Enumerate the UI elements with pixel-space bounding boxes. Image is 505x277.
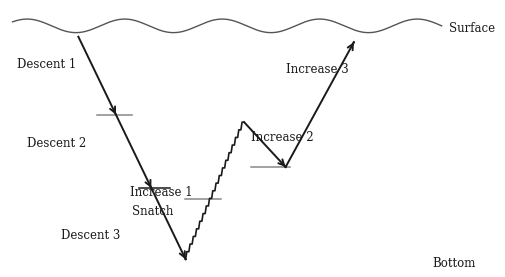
- Text: Descent 2: Descent 2: [27, 137, 86, 150]
- Text: Bottom: Bottom: [431, 257, 474, 270]
- Text: Descent 3: Descent 3: [61, 229, 120, 242]
- Text: Increase 3: Increase 3: [285, 63, 347, 76]
- Text: Snatch: Snatch: [132, 204, 173, 217]
- Text: Descent 1: Descent 1: [17, 58, 76, 71]
- Text: Surface: Surface: [448, 22, 494, 35]
- Text: Increase 1: Increase 1: [129, 186, 192, 199]
- Text: Increase 2: Increase 2: [251, 131, 314, 144]
